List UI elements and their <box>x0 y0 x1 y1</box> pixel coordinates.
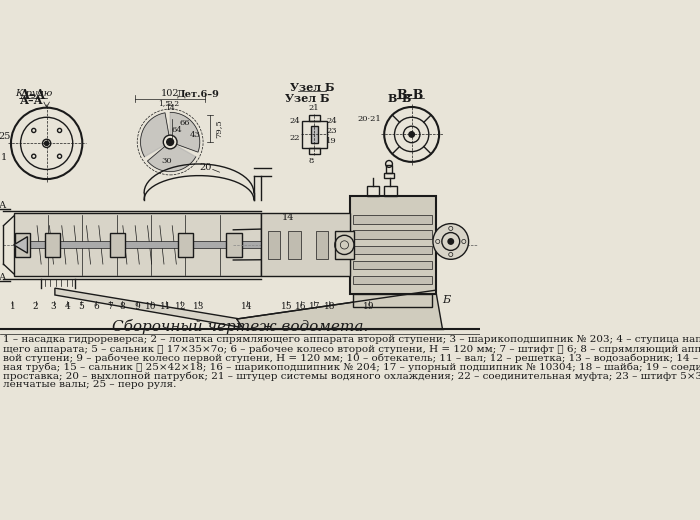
Text: 8: 8 <box>119 302 125 311</box>
Text: 6: 6 <box>93 302 99 311</box>
Text: Узел Б: Узел Б <box>285 93 330 105</box>
Text: 4: 4 <box>64 302 70 311</box>
Bar <box>15 232 30 257</box>
Text: 2,2: 2,2 <box>167 99 180 108</box>
Polygon shape <box>14 237 27 253</box>
Text: ная труба; 15 – сальник ∅ 25×42×18; 16 – шарикоподшипник № 204; 17 – упорный под: ная труба; 15 – сальник ∅ 25×42×18; 16 –… <box>4 362 700 372</box>
Text: 2: 2 <box>33 302 38 311</box>
Text: Сборочный чертеж водомета.: Сборочный чертеж водомета. <box>112 319 368 334</box>
Circle shape <box>409 132 414 137</box>
Text: 5: 5 <box>78 302 84 311</box>
Bar <box>384 186 397 196</box>
Bar <box>260 213 350 277</box>
Text: А: А <box>0 201 6 210</box>
Bar <box>384 173 394 178</box>
Text: 12: 12 <box>176 302 187 311</box>
Text: 79,5: 79,5 <box>214 119 222 138</box>
Text: проставка; 20 – выхлопной патрубок; 21 – штуцер системы водяного охлаждения; 22 : проставка; 20 – выхлопной патрубок; 21 –… <box>4 371 700 381</box>
Text: 64: 64 <box>172 126 183 134</box>
Bar <box>309 115 320 121</box>
Bar <box>14 241 398 249</box>
Text: 30: 30 <box>162 157 172 165</box>
Text: А: А <box>0 272 6 282</box>
Text: В–В: В–В <box>397 89 424 102</box>
Bar <box>354 294 432 307</box>
Text: Дет.6–9: Дет.6–9 <box>176 89 219 98</box>
Text: 1: 1 <box>10 302 15 311</box>
Text: 16: 16 <box>295 302 307 311</box>
Polygon shape <box>237 290 442 329</box>
Bar <box>316 231 328 258</box>
Text: А–А: А–А <box>20 89 46 102</box>
Text: 9: 9 <box>134 302 140 311</box>
Text: В–В: В–В <box>387 93 412 105</box>
Bar <box>267 231 280 258</box>
Circle shape <box>448 239 454 244</box>
Text: 14: 14 <box>241 302 253 311</box>
Polygon shape <box>170 112 199 152</box>
Text: 18: 18 <box>323 302 335 311</box>
Text: Узел Б: Узел Б <box>290 82 335 93</box>
Bar <box>354 276 432 284</box>
Text: 11: 11 <box>160 302 172 311</box>
Text: вой ступени; 9 – рабочее колесо первой ступени, Н = 120 мм; 10 – обтекатель; 11 : вой ступени; 9 – рабочее колесо первой с… <box>4 353 700 363</box>
Text: 7: 7 <box>107 302 113 311</box>
Text: 25: 25 <box>0 132 10 141</box>
Text: 1: 1 <box>1 152 7 162</box>
Text: 19: 19 <box>326 137 337 145</box>
Bar <box>110 232 125 257</box>
Text: ленчатые валы; 25 – перо руля.: ленчатые валы; 25 – перо руля. <box>4 380 177 389</box>
Text: щего аппарата; 5 – сальник ∅ 17×35×7о; 6 – рабочее колесо второй ступени, Н = 12: щего аппарата; 5 – сальник ∅ 17×35×7о; 6… <box>4 344 700 354</box>
Text: 23: 23 <box>326 127 337 135</box>
Bar <box>226 232 241 257</box>
Text: 15: 15 <box>281 302 293 311</box>
Text: 24: 24 <box>290 116 300 125</box>
Bar <box>386 165 393 173</box>
Polygon shape <box>141 113 170 157</box>
Text: 20·21: 20·21 <box>357 115 381 123</box>
Text: 24: 24 <box>326 116 337 125</box>
Circle shape <box>433 224 468 259</box>
Circle shape <box>45 141 49 146</box>
Text: 17: 17 <box>309 302 320 311</box>
Text: 66: 66 <box>180 119 190 127</box>
Bar <box>178 232 193 257</box>
Bar <box>354 261 432 269</box>
Text: Б: Б <box>442 295 450 305</box>
Text: 13: 13 <box>193 302 204 311</box>
Bar <box>311 126 318 142</box>
Text: 14: 14 <box>282 213 295 222</box>
Text: 14: 14 <box>165 103 175 112</box>
Bar <box>367 186 379 196</box>
Text: 10: 10 <box>145 302 157 311</box>
Bar <box>336 231 349 258</box>
Text: 43: 43 <box>190 131 200 139</box>
Text: 8: 8 <box>308 157 314 164</box>
Polygon shape <box>148 142 196 172</box>
Circle shape <box>163 135 177 149</box>
Bar <box>45 232 60 257</box>
Text: 1 – насадка гидрореверса; 2 – лопатка спрямляющего аппарата второй ступени; 3 – : 1 – насадка гидрореверса; 2 – лопатка сп… <box>4 335 700 344</box>
Text: А–А: А–А <box>20 95 43 106</box>
Text: 22: 22 <box>290 134 300 142</box>
Bar <box>288 231 300 258</box>
Bar <box>14 213 260 277</box>
Text: 19: 19 <box>363 302 375 311</box>
Text: К рулю: К рулю <box>15 89 53 98</box>
Text: 21: 21 <box>309 105 319 112</box>
Text: 20: 20 <box>199 163 212 172</box>
Text: 3: 3 <box>50 302 56 311</box>
Polygon shape <box>55 288 240 327</box>
Bar <box>302 121 327 148</box>
Bar <box>309 148 320 153</box>
Circle shape <box>167 138 174 146</box>
Bar <box>335 231 354 258</box>
Text: 102: 102 <box>161 89 179 98</box>
Bar <box>354 245 432 254</box>
Bar <box>354 230 432 239</box>
Bar <box>350 196 435 294</box>
Bar <box>354 215 432 224</box>
Text: 1,5: 1,5 <box>159 99 171 108</box>
